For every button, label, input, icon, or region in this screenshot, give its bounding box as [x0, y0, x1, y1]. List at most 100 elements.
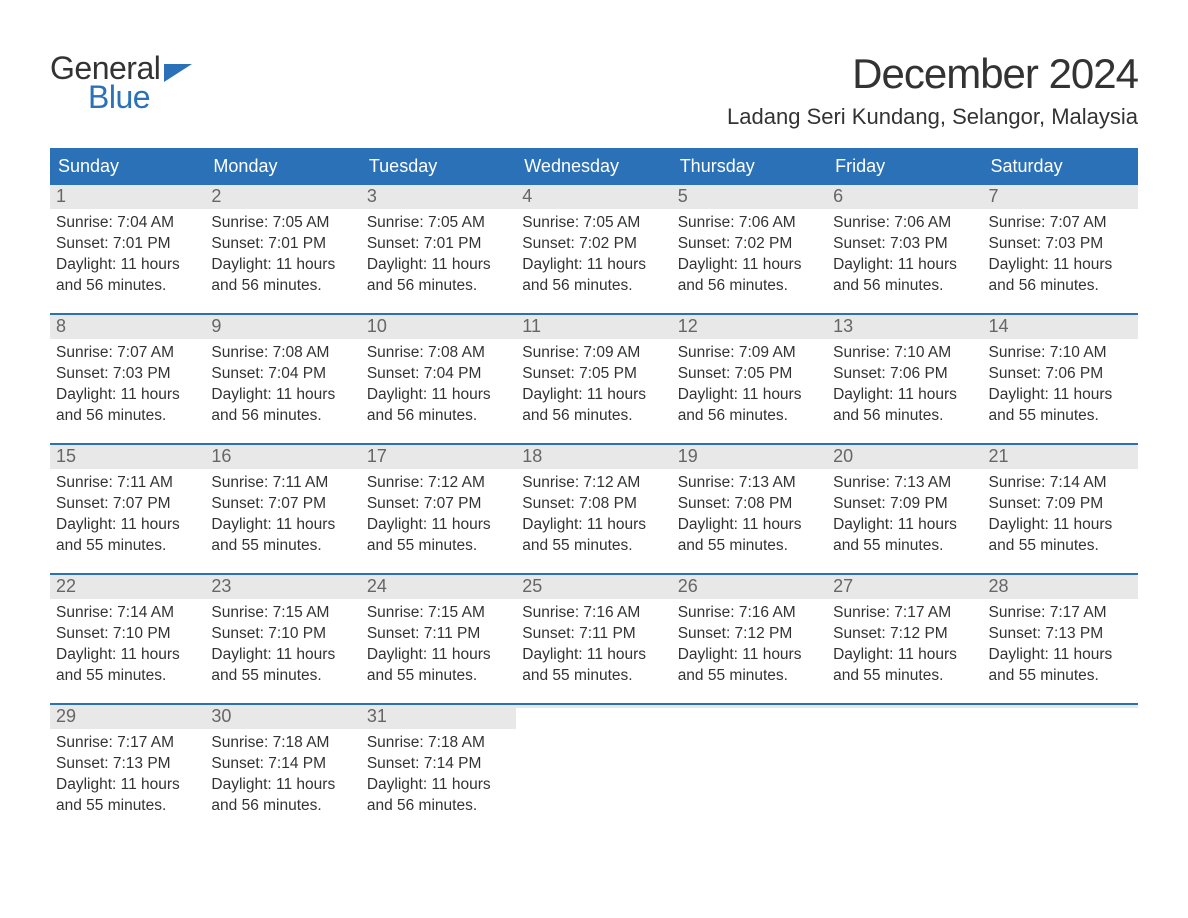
cell-body: Sunrise: 7:18 AMSunset: 7:14 PMDaylight:…: [361, 729, 516, 823]
cell-line-d2: and 56 minutes.: [522, 276, 665, 297]
cell-line-d2: and 56 minutes.: [989, 276, 1132, 297]
calendar-cell: 10Sunrise: 7:08 AMSunset: 7:04 PMDayligh…: [361, 315, 516, 443]
calendar-cell: 15Sunrise: 7:11 AMSunset: 7:07 PMDayligh…: [50, 445, 205, 573]
cell-body: Sunrise: 7:09 AMSunset: 7:05 PMDaylight:…: [672, 339, 827, 433]
cell-line-sunset: Sunset: 7:12 PM: [678, 624, 821, 645]
calendar-cell: [516, 705, 671, 833]
day-number-bar: 15: [50, 445, 205, 469]
cell-line-sunrise: Sunrise: 7:10 AM: [989, 343, 1132, 364]
cell-line-sunrise: Sunrise: 7:08 AM: [211, 343, 354, 364]
cell-line-d2: and 56 minutes.: [522, 406, 665, 427]
cell-line-d2: and 56 minutes.: [367, 276, 510, 297]
calendar-cell: 17Sunrise: 7:12 AMSunset: 7:07 PMDayligh…: [361, 445, 516, 573]
weekday-header: Wednesday: [516, 150, 671, 183]
cell-line-d1: Daylight: 11 hours: [678, 645, 821, 666]
day-number-bar: 2: [205, 185, 360, 209]
day-number-bar: 11: [516, 315, 671, 339]
logo-text-blue: Blue: [88, 79, 192, 116]
day-number-bar: [983, 705, 1138, 708]
day-number: 29: [56, 706, 76, 726]
cell-line-d1: Daylight: 11 hours: [367, 645, 510, 666]
cell-line-sunrise: Sunrise: 7:18 AM: [367, 733, 510, 754]
day-number-bar: [516, 705, 671, 708]
day-number: 16: [211, 446, 231, 466]
cell-line-sunrise: Sunrise: 7:05 AM: [211, 213, 354, 234]
day-number: 13: [833, 316, 853, 336]
cell-line-sunset: Sunset: 7:10 PM: [211, 624, 354, 645]
cell-line-d1: Daylight: 11 hours: [211, 515, 354, 536]
day-number-bar: 13: [827, 315, 982, 339]
cell-line-d2: and 55 minutes.: [367, 666, 510, 687]
cell-line-sunset: Sunset: 7:01 PM: [211, 234, 354, 255]
calendar-cell: 14Sunrise: 7:10 AMSunset: 7:06 PMDayligh…: [983, 315, 1138, 443]
day-number-bar: [672, 705, 827, 708]
calendar-cell: 21Sunrise: 7:14 AMSunset: 7:09 PMDayligh…: [983, 445, 1138, 573]
cell-line-d2: and 56 minutes.: [367, 796, 510, 817]
day-number: 22: [56, 576, 76, 596]
cell-line-d1: Daylight: 11 hours: [211, 255, 354, 276]
cell-body: Sunrise: 7:11 AMSunset: 7:07 PMDaylight:…: [50, 469, 205, 563]
cell-line-sunset: Sunset: 7:09 PM: [833, 494, 976, 515]
cell-line-d2: and 55 minutes.: [56, 536, 199, 557]
cell-line-sunset: Sunset: 7:09 PM: [989, 494, 1132, 515]
cell-line-sunrise: Sunrise: 7:06 AM: [678, 213, 821, 234]
day-number: 27: [833, 576, 853, 596]
calendar: Sunday Monday Tuesday Wednesday Thursday…: [50, 148, 1138, 833]
cell-line-d2: and 56 minutes.: [211, 796, 354, 817]
cell-line-d1: Daylight: 11 hours: [678, 385, 821, 406]
cell-line-sunset: Sunset: 7:03 PM: [56, 364, 199, 385]
calendar-cell: 27 Sunrise: 7:17 AMSunset: 7:12 PMDayligh…: [827, 575, 982, 703]
calendar-cell: 22Sunrise: 7:14 AMSunset: 7:10 PMDayligh…: [50, 575, 205, 703]
weekday-header: Monday: [205, 150, 360, 183]
calendar-cell: 26Sunrise: 7:16 AMSunset: 7:12 PMDayligh…: [672, 575, 827, 703]
cell-line-d2: and 56 minutes.: [56, 406, 199, 427]
title-block: December 2024 Ladang Seri Kundang, Selan…: [727, 50, 1138, 130]
cell-line-d1: Daylight: 11 hours: [211, 645, 354, 666]
week-row: 1Sunrise: 7:04 AMSunset: 7:01 PMDaylight…: [50, 183, 1138, 313]
day-number-bar: 26: [672, 575, 827, 599]
cell-line-d1: Daylight: 11 hours: [522, 515, 665, 536]
calendar-cell: 3Sunrise: 7:05 AMSunset: 7:01 PMDaylight…: [361, 185, 516, 313]
calendar-cell: 8Sunrise: 7:07 AMSunset: 7:03 PMDaylight…: [50, 315, 205, 443]
cell-line-sunrise: Sunrise: 7:15 AM: [367, 603, 510, 624]
cell-body: Sunrise: 7:10 AMSunset: 7:06 PMDaylight:…: [827, 339, 982, 433]
calendar-cell: 29Sunrise: 7:17 AMSunset: 7:13 PMDayligh…: [50, 705, 205, 833]
calendar-cell: 23Sunrise: 7:15 AMSunset: 7:10 PMDayligh…: [205, 575, 360, 703]
day-number: 7: [989, 186, 999, 206]
cell-line-sunset: Sunset: 7:13 PM: [989, 624, 1132, 645]
cell-line-sunrise: Sunrise: 7:09 AM: [678, 343, 821, 364]
location-subtitle: Ladang Seri Kundang, Selangor, Malaysia: [727, 104, 1138, 130]
cell-line-d1: Daylight: 11 hours: [989, 645, 1132, 666]
cell-line-sunset: Sunset: 7:07 PM: [367, 494, 510, 515]
cell-line-sunrise: Sunrise: 7:18 AM: [211, 733, 354, 754]
cell-line-sunset: Sunset: 7:11 PM: [522, 624, 665, 645]
cell-line-d1: Daylight: 11 hours: [211, 775, 354, 796]
cell-line-sunset: Sunset: 7:02 PM: [678, 234, 821, 255]
cell-line-sunrise: Sunrise: 7:06 AM: [833, 213, 976, 234]
calendar-cell: 30Sunrise: 7:18 AMSunset: 7:14 PMDayligh…: [205, 705, 360, 833]
calendar-cell: 13 Sunrise: 7:10 AMSunset: 7:06 PMDayligh…: [827, 315, 982, 443]
day-number-bar: [827, 705, 982, 708]
cell-body: Sunrise: 7:14 AMSunset: 7:09 PMDaylight:…: [983, 469, 1138, 563]
day-number: 11: [522, 316, 541, 336]
cell-body: Sunrise: 7:17 AMSunset: 7:12 PMDaylight:…: [827, 599, 982, 693]
day-number: 3: [367, 186, 377, 206]
day-number-bar: 24: [361, 575, 516, 599]
cell-line-sunrise: Sunrise: 7:07 AM: [56, 343, 199, 364]
day-number-bar: 28: [983, 575, 1138, 599]
calendar-cell: 6Sunrise: 7:06 AMSunset: 7:03 PMDaylight…: [827, 185, 982, 313]
cell-body: Sunrise: 7:12 AMSunset: 7:08 PMDaylight:…: [516, 469, 671, 563]
cell-line-d2: and 55 minutes.: [211, 536, 354, 557]
cell-line-sunrise: Sunrise: 7:11 AM: [56, 473, 199, 494]
cell-line-sunrise: Sunrise: 7:12 AM: [367, 473, 510, 494]
cell-line-sunset: Sunset: 7:01 PM: [56, 234, 199, 255]
cell-line-d1: Daylight: 11 hours: [367, 515, 510, 536]
cell-line-d1: Daylight: 11 hours: [56, 775, 199, 796]
weekday-header: Friday: [827, 150, 982, 183]
cell-line-d1: Daylight: 11 hours: [833, 515, 976, 536]
cell-line-d1: Daylight: 11 hours: [56, 645, 199, 666]
cell-body: Sunrise: 7:17 AMSunset: 7:13 PMDaylight:…: [983, 599, 1138, 693]
cell-line-sunrise: Sunrise: 7:16 AM: [522, 603, 665, 624]
cell-body: Sunrise: 7:13 AMSunset: 7:09 PMDaylight:…: [827, 469, 982, 563]
cell-body: Sunrise: 7:09 AMSunset: 7:05 PMDaylight:…: [516, 339, 671, 433]
